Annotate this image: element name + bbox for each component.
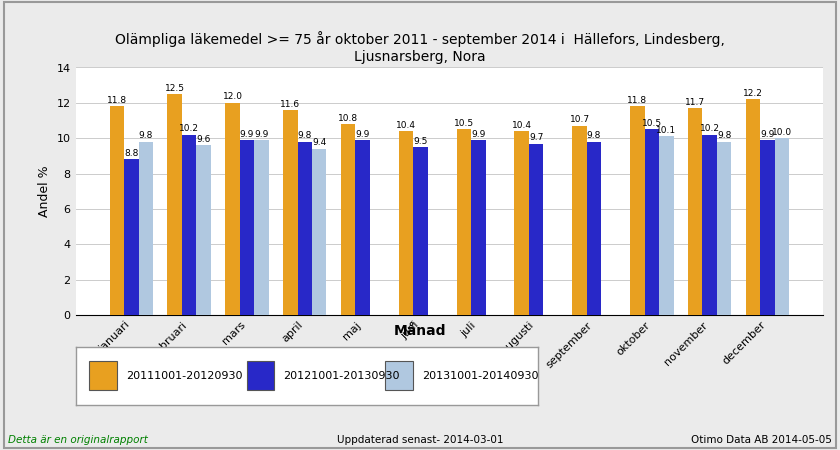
Text: 10.4: 10.4 [512,121,532,130]
Text: 12.2: 12.2 [743,89,763,98]
Bar [197,145,211,315]
Text: 11.8: 11.8 [107,96,127,105]
Bar [239,140,255,315]
Text: 10.4: 10.4 [396,121,416,130]
Text: 10.1: 10.1 [656,126,676,135]
Text: 9.9: 9.9 [760,130,774,139]
Text: 9.9: 9.9 [255,130,269,139]
Y-axis label: Andel %: Andel % [38,166,51,217]
Text: 10.5: 10.5 [642,119,662,128]
Text: 9.9: 9.9 [355,130,370,139]
Text: 10.8: 10.8 [339,114,358,123]
Text: 20111001-20120930: 20111001-20120930 [126,371,243,381]
Text: Olämpliga läkemedel >= 75 år oktober 2011 - september 2014 i  Hällefors, Lindesb: Olämpliga läkemedel >= 75 år oktober 201… [115,32,725,63]
Bar [457,130,471,315]
Text: 8.8: 8.8 [124,149,139,158]
Bar [471,140,486,315]
Bar [297,142,312,315]
Text: Detta är en originalrapport: Detta är en originalrapport [8,435,149,445]
Text: 9.9: 9.9 [471,130,486,139]
Text: Månad: Månad [394,324,446,338]
Bar [385,361,413,390]
Bar [630,106,644,315]
Text: 10.0: 10.0 [772,128,792,137]
Text: 11.6: 11.6 [281,99,301,108]
Text: 9.8: 9.8 [587,131,601,140]
Text: 12.5: 12.5 [165,84,185,93]
Text: 9.6: 9.6 [197,135,211,144]
Text: 12.0: 12.0 [223,92,243,101]
Bar [124,159,139,315]
Bar [312,149,327,315]
Bar [572,126,587,315]
Bar [644,130,659,315]
Text: 10.5: 10.5 [454,119,474,128]
Bar [659,136,674,315]
Bar [514,131,529,315]
Bar [688,108,702,315]
Text: 9.5: 9.5 [413,137,428,146]
Bar [399,131,413,315]
Bar [139,142,153,315]
Text: Uppdaterad senast- 2014-03-01: Uppdaterad senast- 2014-03-01 [337,435,503,445]
Bar [746,99,760,315]
Text: 11.7: 11.7 [685,98,706,107]
Text: 9.8: 9.8 [139,131,153,140]
Text: 10.2: 10.2 [700,124,720,133]
Text: 10.7: 10.7 [570,115,590,124]
Text: 9.4: 9.4 [312,139,327,148]
Text: 9.7: 9.7 [529,133,543,142]
Bar [255,140,269,315]
Text: 11.8: 11.8 [627,96,648,105]
Text: 9.9: 9.9 [239,130,255,139]
Bar [167,94,182,315]
Bar [247,361,274,390]
Bar [283,110,297,315]
Bar [341,124,355,315]
Bar [529,144,543,315]
Bar [760,140,774,315]
Text: 9.8: 9.8 [717,131,732,140]
Bar [587,142,601,315]
Text: 9.8: 9.8 [297,131,312,140]
Bar [774,138,790,315]
Bar [182,135,197,315]
Text: 20121001-20130930: 20121001-20130930 [284,371,400,381]
Bar [89,361,118,390]
Bar [109,106,124,315]
Text: 20131001-20140930: 20131001-20140930 [423,371,538,381]
Text: 10.2: 10.2 [179,124,199,133]
Bar [717,142,732,315]
Bar [225,103,239,315]
Bar [413,147,428,315]
Bar [355,140,370,315]
Bar [702,135,717,315]
Text: Otimo Data AB 2014-05-05: Otimo Data AB 2014-05-05 [690,435,832,445]
